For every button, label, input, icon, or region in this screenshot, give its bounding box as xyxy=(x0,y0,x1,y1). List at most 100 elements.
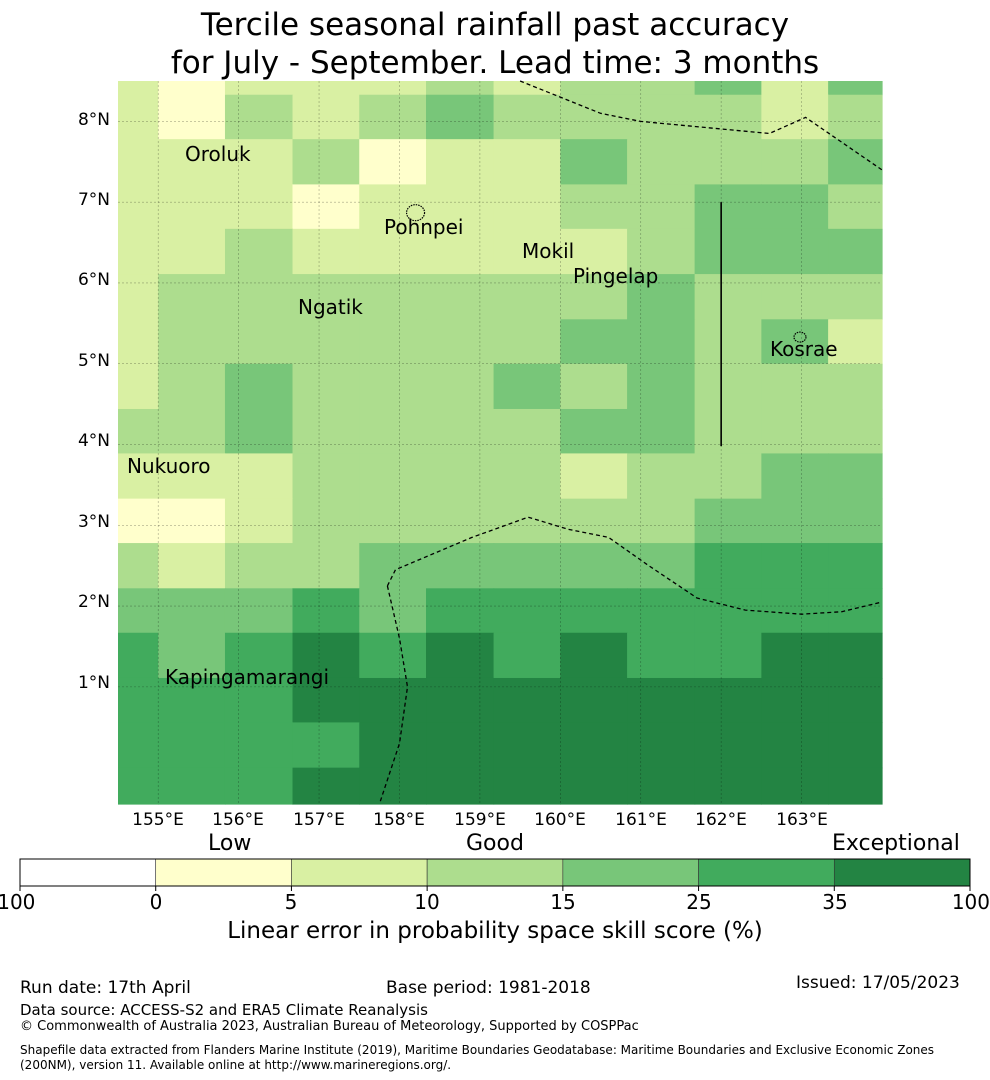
skill-cell xyxy=(224,319,294,365)
skill-cell xyxy=(761,453,829,500)
lat-label-3n: 3°N xyxy=(77,512,110,532)
skill-cell xyxy=(359,498,427,544)
lon-label-157e: 157°E xyxy=(293,810,345,830)
skill-cell xyxy=(627,319,696,365)
colorbar-category-low: Low xyxy=(208,831,252,856)
skill-cell xyxy=(292,722,360,769)
skill-cell xyxy=(359,632,427,679)
skill-cell xyxy=(158,632,226,679)
skill-cell xyxy=(158,588,226,634)
skill-cell xyxy=(560,274,628,320)
skill-cell xyxy=(560,94,628,140)
skill-cell xyxy=(627,632,696,679)
skill-cell xyxy=(828,588,883,634)
lat-label-1n: 1°N xyxy=(77,673,110,693)
skill-cell xyxy=(627,767,696,805)
eez-boundary-line xyxy=(519,80,883,171)
skill-cell xyxy=(627,184,696,230)
skill-cell xyxy=(224,722,294,769)
skill-cell xyxy=(694,228,762,275)
skill-cell xyxy=(426,319,495,365)
skill-cell xyxy=(627,498,696,544)
colorbar-tick-35: 35 xyxy=(822,890,848,914)
skill-cell xyxy=(694,453,762,500)
skill-cell xyxy=(694,274,762,320)
skill-cell xyxy=(292,139,360,185)
skill-cell xyxy=(761,319,829,365)
skill-cell xyxy=(426,543,495,589)
skill-cell xyxy=(560,319,628,365)
skill-cell xyxy=(493,81,561,96)
issued-date: Issued: 17/05/2023 xyxy=(796,973,960,993)
skill-cell xyxy=(426,408,495,455)
skill-cell xyxy=(694,543,762,589)
skill-cell xyxy=(560,677,628,724)
skill-cell xyxy=(627,722,696,769)
skill-cell xyxy=(118,139,159,185)
skill-cell xyxy=(828,408,883,455)
skill-cell xyxy=(560,453,628,500)
skill-cell xyxy=(828,81,883,96)
skill-cell xyxy=(694,94,762,140)
skill-cell xyxy=(224,767,294,805)
skill-cell xyxy=(359,363,427,410)
colorbar-segment xyxy=(562,858,699,887)
skill-cell xyxy=(292,274,360,320)
skill-cell xyxy=(560,498,628,544)
shapefile-credit-line-1: Shapefile data extracted from Flanders M… xyxy=(20,1043,935,1057)
eez-boundary-line xyxy=(378,585,409,805)
skill-cell xyxy=(292,319,360,365)
skill-cell xyxy=(627,677,696,724)
skill-cell xyxy=(761,498,829,544)
skill-cell xyxy=(493,319,561,365)
skill-cell xyxy=(828,453,883,500)
skill-cell xyxy=(493,722,561,769)
island-outline xyxy=(405,204,426,222)
skill-cell xyxy=(828,767,883,805)
skill-cell xyxy=(224,408,294,455)
skill-cell xyxy=(694,319,762,365)
island-outline xyxy=(793,331,807,343)
skill-cell xyxy=(359,722,427,769)
maritime-boundaries xyxy=(378,80,883,805)
skill-cell xyxy=(694,632,762,679)
skill-cell xyxy=(118,184,159,230)
skill-cell xyxy=(118,632,159,679)
skill-cell xyxy=(158,184,226,230)
lon-label-161e: 161°E xyxy=(615,810,667,830)
skill-cell xyxy=(493,274,561,320)
colorbar-tick-15: 15 xyxy=(550,890,576,914)
skill-cell xyxy=(426,94,495,140)
place-label-oroluk: Oroluk xyxy=(185,142,251,166)
place-label-pingelap: Pingelap xyxy=(573,264,659,288)
skill-cell xyxy=(359,767,427,805)
skill-cell xyxy=(158,498,226,544)
graticule xyxy=(118,81,882,804)
lat-label-6n: 6°N xyxy=(77,270,110,290)
skill-cell xyxy=(224,543,294,589)
place-label-mokil: Mokil xyxy=(522,239,575,263)
skill-cell xyxy=(627,274,696,320)
skill-cell xyxy=(560,408,628,455)
place-label-ngatik: Ngatik xyxy=(298,295,363,319)
skill-cell xyxy=(118,408,159,455)
skill-cell xyxy=(761,543,829,589)
colorbar-tick-10: 10 xyxy=(414,890,440,914)
skill-cell xyxy=(493,767,561,805)
place-label-pohnpei: Pohnpei xyxy=(384,215,464,239)
skill-cell xyxy=(359,184,427,230)
base-period: Base period: 1981-2018 xyxy=(386,978,591,998)
skill-cell xyxy=(224,274,294,320)
skill-cell xyxy=(761,632,829,679)
skill-cell xyxy=(426,81,495,96)
skill-cell xyxy=(828,543,883,589)
skill-cell xyxy=(761,139,829,185)
skill-cell xyxy=(158,94,226,140)
colorbar-tick-5: 5 xyxy=(284,890,298,914)
skill-cell xyxy=(292,453,360,500)
colorbar-tick-minus100: -100 xyxy=(0,890,36,914)
skill-cell xyxy=(158,767,226,805)
skill-cell xyxy=(224,94,294,140)
skill-cell xyxy=(761,363,829,410)
